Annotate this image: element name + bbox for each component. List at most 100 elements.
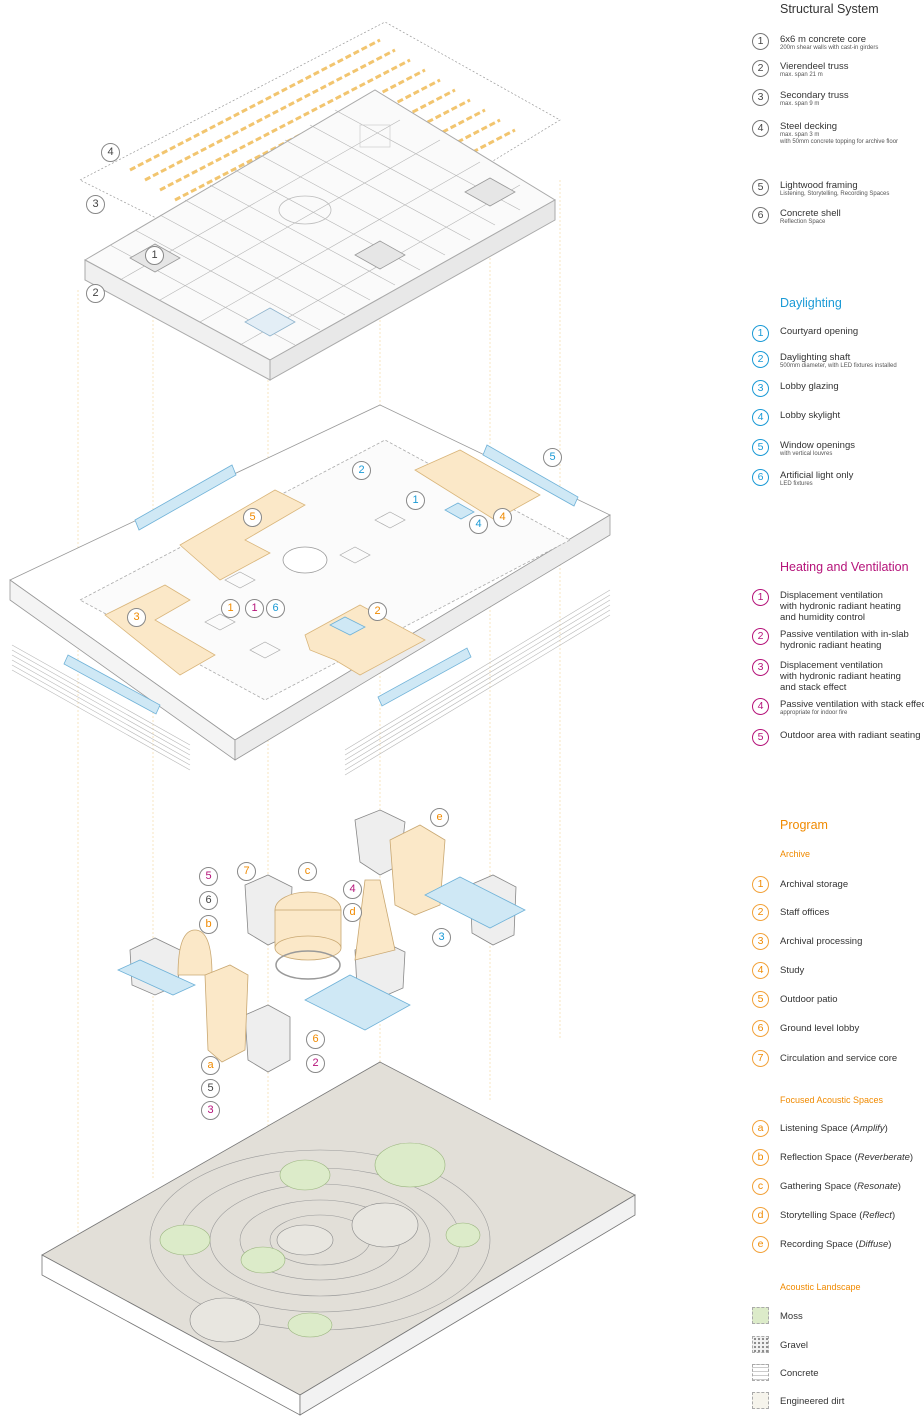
acoustic-landscape xyxy=(41,1061,636,1416)
callout-program-5: 5 xyxy=(243,508,262,527)
daylighting-title: Daylighting xyxy=(780,296,842,310)
callout-heating-1: 1 xyxy=(245,599,264,618)
label-text: Listening Space ( xyxy=(780,1123,854,1134)
item-note: max. span 21 m xyxy=(780,72,823,78)
callout-acoustic-a: a xyxy=(201,1056,220,1075)
item-note: with 50mm concrete topping for archive f… xyxy=(780,139,899,145)
number-badge: 5 xyxy=(752,991,769,1008)
label-end: ) xyxy=(897,1181,901,1192)
number-badge: 2 xyxy=(752,351,769,368)
item-label: Gathering Space (Resonate) xyxy=(780,1181,901,1192)
label-text: Storytelling Space ( xyxy=(780,1210,863,1221)
item-label: Passive ventilation with stack effect xyxy=(780,699,924,710)
item-label: Storytelling Space (Reflect) xyxy=(780,1210,895,1221)
number-badge: 2 xyxy=(752,904,769,921)
item-label: Staff offices xyxy=(780,907,830,918)
label-italic: Diffuse xyxy=(858,1239,889,1250)
vertical-louvres xyxy=(11,589,611,776)
item-label: Lobby skylight xyxy=(780,410,841,421)
number-badge: 6 xyxy=(752,1020,769,1037)
item-label: 6x6 m concrete core xyxy=(780,34,867,45)
number-badge: 2 xyxy=(752,60,769,77)
letter-badge: a xyxy=(752,1120,769,1137)
item-label: Outdoor area with radiant seating xyxy=(780,730,921,741)
dirt-swatch xyxy=(752,1392,769,1409)
callout-heating-3: 3 xyxy=(201,1101,220,1120)
number-badge: 4 xyxy=(752,409,769,426)
item-label: Archival storage xyxy=(780,879,849,890)
item-label: Courtyard opening xyxy=(780,326,859,337)
label-italic: Amplify xyxy=(853,1123,885,1134)
label-italic: Reflect xyxy=(862,1210,892,1221)
item-label: with hydronic radiant heating xyxy=(780,671,901,682)
callout-roof-2: 2 xyxy=(86,284,105,303)
number-badge: 1 xyxy=(752,876,769,893)
item-label: Secondary truss xyxy=(780,90,849,101)
item-label: Passive ventilation with in-slab xyxy=(780,629,909,640)
item-note: 200m shear walls with cast-in girders xyxy=(780,45,879,51)
number-badge: 1 xyxy=(752,33,769,50)
archive-title: Archive xyxy=(780,849,811,859)
item-label: and humidity control xyxy=(780,612,866,623)
number-badge: 1 xyxy=(752,589,769,606)
item-note: LED fixtures xyxy=(780,481,813,487)
callout-acoustic-c: c xyxy=(298,862,317,881)
concrete-swatch xyxy=(752,1364,769,1381)
callout-heating-2: 2 xyxy=(306,1054,325,1073)
item-label: Outdoor patio xyxy=(780,994,838,1005)
item-note: Reflection Space xyxy=(780,219,826,225)
number-badge: 4 xyxy=(752,120,769,137)
callout-acoustic-d: d xyxy=(343,903,362,922)
number-badge: 3 xyxy=(752,89,769,106)
number-badge: 3 xyxy=(752,933,769,950)
number-badge: 5 xyxy=(752,729,769,746)
number-badge: 5 xyxy=(752,179,769,196)
item-label: Concrete xyxy=(780,1368,819,1379)
callout-program-1: 1 xyxy=(221,599,240,618)
label-end: ) xyxy=(884,1123,888,1134)
callout-daylight-1: 1 xyxy=(406,491,425,510)
item-note: 500mm diameter, with LED fixtures instal… xyxy=(780,363,897,369)
callout-heating-4: 4 xyxy=(343,880,362,899)
callout-acoustic-b: b xyxy=(199,915,218,934)
legend-panel: Structural System 1 6x6 m concrete core … xyxy=(750,0,924,1420)
item-label: Lightwood framing xyxy=(780,180,858,191)
letter-badge: e xyxy=(752,1236,769,1253)
roof-structure-layer xyxy=(79,21,561,381)
callout-heating-5: 5 xyxy=(199,867,218,886)
item-label: Moss xyxy=(780,1311,803,1322)
item-note: with vertical louvres xyxy=(780,451,833,457)
label-end: ) xyxy=(888,1239,892,1250)
callout-roof-4: 4 xyxy=(101,143,120,162)
item-label: Daylighting shaft xyxy=(780,352,851,363)
moss-swatch xyxy=(752,1307,769,1324)
item-label: hydronic radiant heating xyxy=(780,640,882,651)
label-text: Gathering Space ( xyxy=(780,1181,858,1192)
number-badge: 2 xyxy=(752,628,769,645)
item-label: Recording Space (Diffuse) xyxy=(780,1239,891,1250)
item-note: Listening, Storytelling, Recording Space… xyxy=(780,191,890,197)
letter-badge: c xyxy=(752,1178,769,1195)
gravel-swatch xyxy=(752,1336,769,1353)
number-badge: 5 xyxy=(752,439,769,456)
item-label: Window openings xyxy=(780,440,855,451)
callout-roof-3: 3 xyxy=(86,195,105,214)
item-label: Concrete shell xyxy=(780,208,841,219)
callout-program-2: 2 xyxy=(368,602,387,621)
label-text: Recording Space ( xyxy=(780,1239,859,1250)
item-note: max. span 3 m xyxy=(780,132,820,138)
item-label: Ground level lobby xyxy=(780,1023,860,1034)
callout-roof-1: 1 xyxy=(145,246,164,265)
floor-plate-layer xyxy=(9,404,611,776)
item-label: Listening Space (Amplify) xyxy=(780,1123,888,1134)
number-badge: 3 xyxy=(752,659,769,676)
item-label: Gravel xyxy=(780,1340,808,1351)
number-badge: 3 xyxy=(752,380,769,397)
item-label: Archival processing xyxy=(780,936,863,947)
callout-program-3: 3 xyxy=(127,608,146,627)
volumes-layer xyxy=(117,809,526,1073)
number-badge: 4 xyxy=(752,698,769,715)
item-label: Displacement ventilation xyxy=(780,660,883,671)
callout-daylight-2: 2 xyxy=(352,461,371,480)
